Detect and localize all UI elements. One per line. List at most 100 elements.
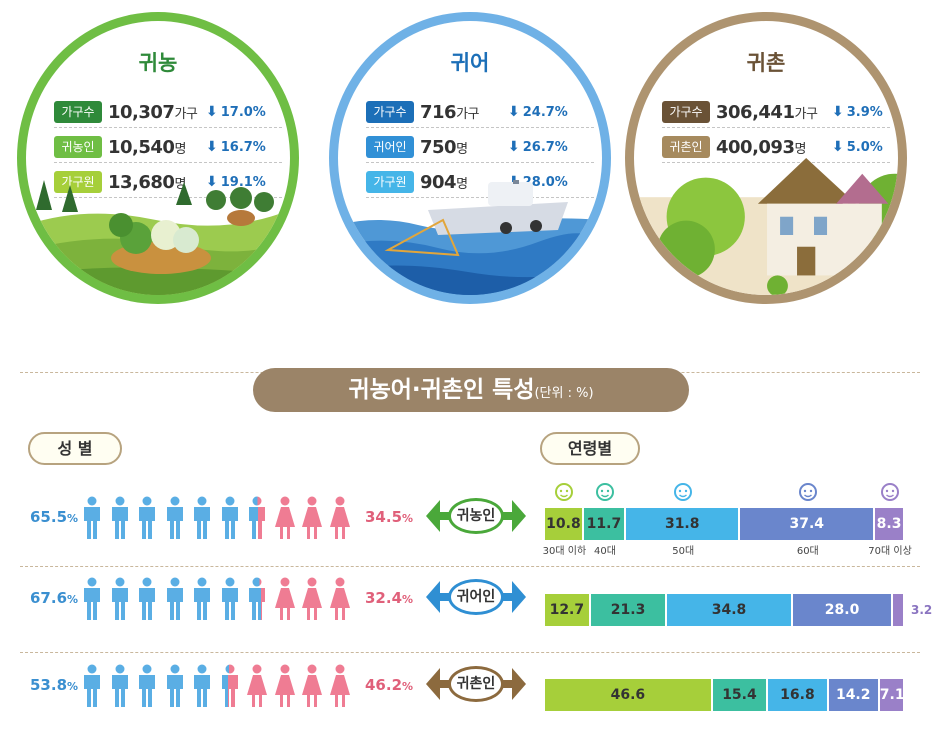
age-bar: 12.7 21.3 34.8 28.0 3.2 — [545, 594, 932, 626]
farm-scene-illustration — [26, 180, 290, 295]
male-person-icon — [80, 664, 104, 712]
group-tag: 귀촌인 — [426, 662, 526, 706]
age-segment: 10.8 — [545, 508, 582, 540]
female-percent-value: 32.4 — [365, 589, 403, 607]
circle-title: 귀농 — [138, 51, 178, 75]
age-segment: 28.0 — [792, 594, 892, 626]
female-person-icon — [300, 664, 324, 712]
circle-title: 귀어 — [450, 51, 490, 75]
stat-unit: 명 — [174, 176, 186, 192]
people-icons — [80, 660, 360, 708]
group-tag: 귀농인 — [426, 494, 526, 538]
male-percent: 65.5% — [30, 508, 78, 526]
stat-change-value: 3.9% — [846, 105, 883, 120]
stat-value: 400,093명 — [716, 136, 806, 158]
age-category-label: 70대 이상 — [868, 546, 912, 557]
female-person-icon — [273, 496, 297, 544]
stat-underline — [54, 197, 282, 198]
stat-value: 10,540명 — [108, 136, 186, 158]
down-arrow-icon: ⬇ — [508, 139, 520, 155]
age-segment-value: 14.2 — [835, 687, 871, 703]
female-person-icon — [328, 496, 352, 544]
male-person-icon — [80, 577, 104, 625]
percent-sign: % — [402, 512, 414, 525]
stat-change: ⬇ 5.0% — [832, 139, 883, 155]
return-farm-circle: 귀농 가구수 10,307가구 ⬇ 17.0% 귀농인 10,540명 ⬇ 16.7% 가구원 1… — [17, 12, 299, 304]
male-person-icon — [190, 496, 214, 544]
age-segment: 34.8 — [667, 594, 791, 626]
percent-sign: % — [402, 593, 414, 606]
male-person-icon — [135, 664, 159, 712]
stat-change-value: 17.0% — [220, 105, 266, 120]
gender-row: 53.8% 46.2% 귀촌인 — [0, 660, 940, 732]
arrow-left-icon — [426, 581, 440, 613]
stat-badge: 가구수 — [366, 101, 414, 123]
stat-row: 가구원 13,680명 ⬇ 19.1% — [54, 171, 282, 198]
age-face-icon — [554, 482, 574, 508]
female-person-icon — [245, 664, 269, 712]
village-scene-illustration — [634, 158, 898, 295]
down-arrow-icon: ⬇ — [206, 174, 218, 190]
male-percent-value: 53.8 — [30, 676, 68, 694]
female-percent: 32.4% — [365, 589, 413, 607]
gender-row: 65.5% 34.5% 귀농인 — [0, 492, 940, 572]
female-person-icon — [328, 577, 352, 625]
arrow-right-icon — [512, 668, 526, 700]
age-face-icon — [673, 482, 693, 508]
age-segment-value: 28.0 — [824, 602, 860, 618]
female-person-icon — [328, 664, 352, 712]
group-tag-label: 귀농인 — [448, 498, 504, 534]
age-segment-value: 3.2 — [910, 603, 933, 617]
male-person-icon — [190, 664, 214, 712]
stat-change: ⬇ 24.7% — [508, 104, 568, 120]
age-face-icon — [798, 482, 818, 508]
age-category-label: 50대 — [672, 546, 695, 557]
section-unit: (단위 : %) — [534, 386, 594, 401]
age-category-label: 40대 — [593, 546, 616, 557]
male-person-icon — [218, 496, 242, 544]
age-segment-value: 37.4 — [789, 516, 825, 532]
group-tag: 귀어인 — [426, 575, 526, 619]
stat-unit: 명 — [456, 141, 468, 157]
stat-badge: 귀어인 — [366, 136, 414, 158]
male-person-icon — [245, 577, 269, 625]
stat-row: 귀어인 750명 ⬇ 26.7% — [366, 136, 594, 163]
arrow-right-icon — [512, 500, 526, 532]
stat-badge: 가구원 — [366, 171, 414, 193]
section-title-text: 귀농어·귀촌인 특성 — [348, 377, 535, 403]
stat-row: 귀농인 10,540명 ⬇ 16.7% — [54, 136, 282, 163]
percent-sign: % — [67, 593, 79, 606]
male-percent: 67.6% — [30, 589, 78, 607]
male-person-icon — [135, 496, 159, 544]
circle-title: 귀촌 — [746, 51, 786, 75]
stat-change-value: 28.0% — [522, 175, 568, 190]
male-percent: 53.8% — [30, 676, 78, 694]
age-face-icon — [880, 482, 900, 508]
stat-row: 가구수 716가구 ⬇ 24.7% — [366, 101, 594, 128]
male-person-icon — [245, 496, 269, 544]
age-segment-value: 21.3 — [610, 602, 646, 618]
female-person-icon — [300, 577, 324, 625]
male-person-icon — [135, 577, 159, 625]
age-segment: 21.3 — [590, 594, 666, 626]
age-segment-value: 10.8 — [546, 516, 581, 532]
return-fishing-circle: 귀어 가구수716가구⬇24.7%귀어인750명⬇26.7%가구원904명⬇28… — [329, 12, 611, 304]
group-tag-label: 귀촌인 — [448, 666, 504, 702]
stat-underline — [366, 162, 594, 163]
age-segment-value: 11.7 — [586, 516, 622, 532]
male-person-icon — [80, 496, 104, 544]
age-segment-value: 34.8 — [711, 602, 747, 618]
female-person-icon — [273, 664, 297, 712]
female-percent-value: 34.5 — [365, 508, 403, 526]
stat-underline — [366, 127, 594, 128]
stat-underline — [662, 162, 890, 163]
stat-badge: 가구수 — [662, 101, 710, 123]
age-segment-value: 15.4 — [722, 687, 757, 703]
age-segment-value: 31.8 — [664, 516, 700, 532]
arrow-left-icon — [426, 668, 440, 700]
stat-value: 904명 — [420, 171, 468, 193]
stat-value: 10,307가구 — [108, 101, 198, 123]
male-percent-value: 65.5 — [30, 508, 68, 526]
stat-underline — [366, 197, 594, 198]
down-arrow-icon: ⬇ — [832, 139, 844, 155]
